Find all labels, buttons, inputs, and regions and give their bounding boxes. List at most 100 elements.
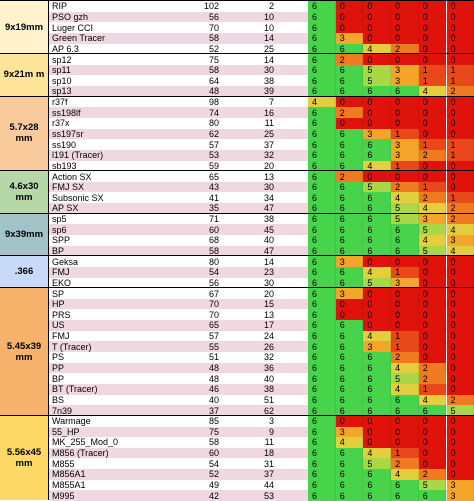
cell: 52 xyxy=(149,469,219,480)
armor-cell: 6 xyxy=(336,331,364,342)
armor-cell: 4 xyxy=(419,395,447,406)
armor-cell: 6 xyxy=(308,352,336,363)
armor-cell: 0 xyxy=(419,437,447,448)
armor-cell: 1 xyxy=(391,267,419,278)
armor-cell: 5 xyxy=(363,75,391,86)
armor-cell: 6 xyxy=(391,395,419,406)
armor-cell: 6 xyxy=(336,373,364,384)
armor-cell: 0 xyxy=(363,309,391,320)
armor-cell: 6 xyxy=(336,267,364,278)
cell: 65 xyxy=(149,320,219,331)
armor-cell: 0 xyxy=(447,267,474,278)
armor-cell: 6 xyxy=(308,182,336,193)
armor-cell: 6 xyxy=(336,65,364,76)
armor-cell: 1 xyxy=(419,182,447,193)
armor-cell: 6 xyxy=(308,384,336,395)
cell: SPP xyxy=(52,235,152,246)
cell: 18 xyxy=(219,448,274,459)
cell: 9 xyxy=(219,427,274,438)
armor-cell: 0 xyxy=(419,97,447,108)
cell: r37f xyxy=(52,97,152,108)
cell: T (Tracer) xyxy=(52,341,152,352)
armor-cell: 1 xyxy=(447,75,474,86)
armor-cell: 2 xyxy=(419,150,447,161)
armor-cell: 0 xyxy=(363,320,391,331)
armor-cell: 6 xyxy=(308,171,336,182)
cell: l191 (Tracer) xyxy=(52,150,152,161)
armor-cell: 6 xyxy=(336,235,364,246)
armor-cell: 6 xyxy=(308,288,336,299)
armor-cell: 6 xyxy=(308,256,336,267)
armor-cell: 6 xyxy=(363,384,391,395)
cell: M856A1 xyxy=(52,469,152,480)
cell: 53 xyxy=(219,490,274,501)
armor-cell: 0 xyxy=(447,469,474,480)
cell: 15 xyxy=(219,299,274,310)
armor-cell: 0 xyxy=(391,256,419,267)
caliber-label: 5.45x39 mm xyxy=(0,288,49,415)
cell: ss197sr xyxy=(52,129,152,140)
armor-cell: 6 xyxy=(363,214,391,225)
cell: ss198lf xyxy=(52,107,152,118)
armor-cell: 0 xyxy=(419,416,447,427)
armor-cell: 6 xyxy=(308,331,336,342)
armor-cell: 2 xyxy=(336,54,364,65)
cell: 25 xyxy=(219,129,274,140)
cell: 57 xyxy=(149,139,219,150)
armor-cell: 6 xyxy=(308,54,336,65)
armor-cell: 3 xyxy=(336,256,364,267)
armor-cell: 0 xyxy=(419,427,447,438)
cell: 31 xyxy=(219,458,274,469)
armor-cell: 6 xyxy=(308,33,336,44)
armor-cell: 0 xyxy=(419,22,447,33)
cell: BT (Tracer) xyxy=(52,384,152,395)
cell: US xyxy=(52,320,152,331)
armor-cell: 6 xyxy=(336,384,364,395)
armor-cell: 6 xyxy=(336,363,364,374)
cell: 34 xyxy=(219,192,274,203)
cell: PP xyxy=(52,363,152,374)
cell: 7 xyxy=(219,97,274,108)
cell: 68 xyxy=(149,235,219,246)
armor-cell: 0 xyxy=(447,309,474,320)
armor-cell: 0 xyxy=(363,22,391,33)
caliber-label: 9x21m m xyxy=(0,54,49,96)
cell: 80 xyxy=(149,256,219,267)
armor-cell: 6 xyxy=(308,480,336,491)
cell: M995 xyxy=(52,490,152,501)
armor-cell: 1 xyxy=(447,192,474,203)
cell: 48 xyxy=(149,373,219,384)
cell: 23 xyxy=(219,267,274,278)
armor-cell: 0 xyxy=(419,12,447,23)
cell: 14 xyxy=(219,54,274,65)
armor-cell: 0 xyxy=(447,299,474,310)
armor-cell: 4 xyxy=(363,448,391,459)
armor-cell: 1 xyxy=(447,150,474,161)
cell: 41 xyxy=(149,192,219,203)
armor-cell: 6 xyxy=(336,214,364,225)
armor-cell: 6 xyxy=(308,267,336,278)
armor-cell: 0 xyxy=(447,1,474,12)
cell: 14 xyxy=(219,256,274,267)
armor-cell: 0 xyxy=(447,256,474,267)
cell: 70 xyxy=(149,299,219,310)
cell: 30 xyxy=(219,182,274,193)
cell: SP xyxy=(52,288,152,299)
armor-cell: 0 xyxy=(419,107,447,118)
armor-cell: 6 xyxy=(336,139,364,150)
armor-cell: 6 xyxy=(391,490,419,501)
cell: sp5 xyxy=(52,214,152,225)
armor-cell: 3 xyxy=(363,129,391,140)
armor-cell: 6 xyxy=(308,12,336,23)
